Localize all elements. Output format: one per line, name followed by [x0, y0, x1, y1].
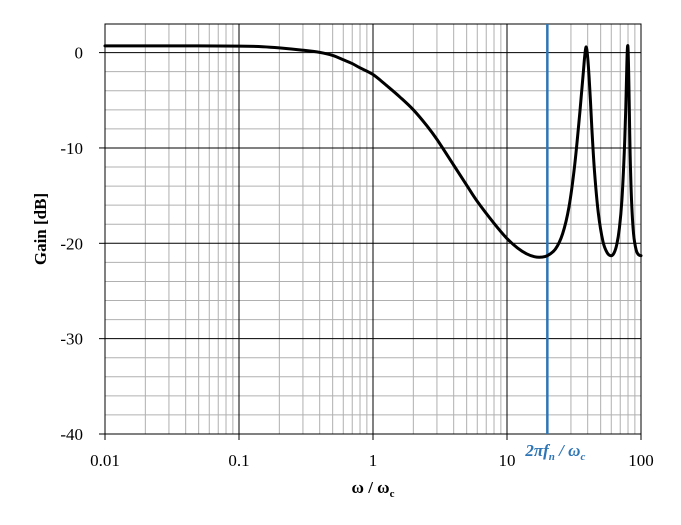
- marker-label-omega: ω: [568, 441, 580, 460]
- y-tick-label: 0: [75, 44, 84, 63]
- x-tick-label: 1: [369, 451, 378, 470]
- marker-label-omega-sub: c: [580, 451, 585, 463]
- y-tick-label: -10: [60, 139, 83, 158]
- x-tick-label: 10: [499, 451, 516, 470]
- x-axis-title-sub: c: [390, 488, 395, 500]
- x-tick-label: 0.01: [90, 451, 120, 470]
- natural-frequency-marker-label: 2πfn / ωc: [524, 441, 585, 463]
- x-axis-title: ω / ωc: [352, 478, 395, 500]
- x-tick-label: 100: [628, 451, 654, 470]
- x-tick-labels: 0.01 0.1 1 10 100: [90, 451, 654, 470]
- marker-label-f-sub: n: [549, 451, 555, 463]
- marker-label-f: f: [543, 441, 551, 460]
- x-tick-label: 0.1: [228, 451, 249, 470]
- marker-label-sep: /: [555, 441, 568, 460]
- marker-label-2: 2: [524, 441, 534, 460]
- y-tick-label: -20: [60, 234, 83, 253]
- y-tick-label: -30: [60, 330, 83, 349]
- plot-frame: [104, 23, 642, 435]
- y-axis-title: Gain [dB]: [31, 193, 50, 265]
- marker-label-pi: π: [534, 441, 544, 460]
- x-axis-title-main: ω / ω: [352, 478, 390, 497]
- y-tick-label: -40: [60, 425, 83, 444]
- y-tick-labels: 0 -10 -20 -30 -40: [60, 44, 83, 444]
- major-grid: [99, 24, 642, 440]
- gain-curve: [103, 44, 643, 259]
